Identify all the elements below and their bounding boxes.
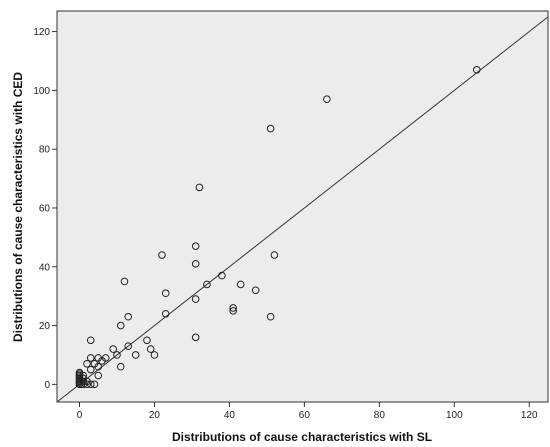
- data-point: [229, 307, 237, 315]
- data-point: [86, 336, 95, 345]
- data-point: [229, 304, 237, 312]
- x-tick-label: 0: [77, 410, 83, 421]
- data-point: [191, 260, 200, 268]
- x-tick-label: 20: [149, 410, 161, 421]
- data-point: [86, 354, 95, 362]
- data-point: [150, 351, 159, 359]
- x-axis: 0 20 40 60 80 100 120: [77, 402, 538, 421]
- reference-line: [56, 16, 549, 403]
- x-tick-label: 100: [446, 410, 463, 421]
- data-point: [251, 286, 260, 295]
- data-point: [472, 65, 481, 74]
- data-point: [94, 371, 103, 380]
- y-axis: 0 20 40 60 80 100 120: [33, 27, 57, 391]
- y-tick-label: 60: [39, 203, 51, 214]
- x-tick-label: 120: [521, 410, 538, 421]
- plot-area: [56, 10, 549, 403]
- data-point: [79, 371, 88, 380]
- y-tick-label: 0: [44, 380, 50, 391]
- reference-line-group: [56, 16, 549, 403]
- data-point: [146, 345, 155, 353]
- data-point: [195, 183, 204, 192]
- data-point: [86, 365, 95, 374]
- data-point: [236, 280, 245, 289]
- data-point: [191, 333, 200, 342]
- y-tick-label: 40: [39, 262, 51, 273]
- data-point: [83, 359, 91, 368]
- data-point: [143, 336, 151, 345]
- data-point: [113, 351, 121, 359]
- y-tick-label: 80: [39, 145, 51, 156]
- data-point: [203, 280, 211, 289]
- data-point: [101, 354, 110, 362]
- data-point: [94, 362, 103, 371]
- x-tick-label: 60: [299, 410, 311, 421]
- data-point: [116, 321, 125, 330]
- data-point: [109, 345, 118, 353]
- data-point: [270, 251, 279, 259]
- y-axis-title: Distributions of cause characteristics w…: [11, 72, 25, 342]
- data-point: [161, 310, 170, 318]
- y-tick-label: 20: [39, 321, 51, 332]
- data-point: [191, 242, 200, 250]
- data-point: [218, 271, 226, 280]
- data-point: [86, 380, 95, 389]
- data-points: [75, 65, 481, 389]
- y-tick-label: 100: [33, 86, 50, 97]
- y-tick-label: 120: [33, 27, 50, 38]
- x-axis-title: Distributions of cause characteristics w…: [172, 430, 432, 444]
- data-point: [158, 251, 166, 259]
- data-point: [191, 295, 200, 303]
- data-point: [124, 342, 133, 350]
- data-point: [83, 380, 91, 389]
- data-point: [161, 289, 170, 298]
- data-point: [131, 351, 140, 359]
- data-point: [124, 312, 133, 321]
- data-point: [266, 124, 275, 133]
- data-point: [116, 362, 125, 371]
- x-tick-label: 40: [224, 410, 236, 421]
- data-point: [90, 380, 99, 389]
- data-point: [323, 95, 331, 103]
- data-point: [120, 277, 129, 286]
- data-point: [266, 312, 275, 321]
- x-tick-label: 80: [374, 410, 386, 421]
